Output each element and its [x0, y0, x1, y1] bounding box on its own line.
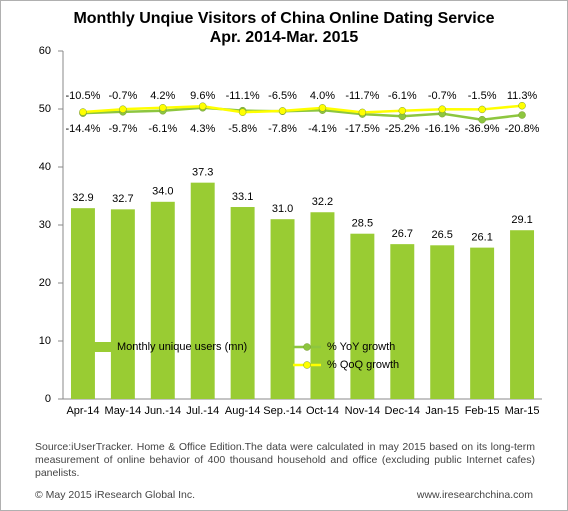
bar: [190, 182, 215, 399]
data-label: -6.1%: [148, 123, 177, 135]
data-label: -17.5%: [345, 123, 380, 135]
data-label: -5.8%: [228, 123, 257, 135]
line-marker: [478, 105, 486, 114]
line-marker: [198, 102, 207, 110]
legend-label: % YoY growth: [327, 341, 395, 353]
data-label: -11.1%: [226, 90, 260, 102]
data-label: -6.1%: [388, 90, 417, 102]
data-label: 11.3%: [507, 90, 538, 102]
x-tick-label: Oct-14: [306, 405, 339, 417]
bar: [270, 219, 295, 399]
legend-swatch: [83, 342, 111, 352]
data-label: -0.7%: [428, 90, 457, 102]
chart: Monthly Unqiue Visitors of China Online …: [39, 10, 542, 417]
line-marker: [518, 101, 526, 110]
x-tick-label: Sep.-14: [263, 405, 302, 417]
data-label: 28.5: [352, 218, 373, 230]
data-label: -16.1%: [425, 123, 460, 135]
y-tick-label: 60: [39, 45, 51, 57]
line-series: [82, 104, 523, 114]
data-label: -10.5%: [66, 90, 101, 102]
data-label: 26.1: [471, 232, 492, 244]
data-label: 32.2: [312, 196, 333, 208]
line-marker: [119, 105, 127, 113]
line-marker: [478, 115, 486, 124]
x-tick-label: Mar-15: [505, 405, 540, 417]
source-note: Source:iUserTracker. Home & Office Editi…: [35, 441, 535, 479]
data-label: 33.1: [232, 191, 253, 203]
y-tick-label: 40: [39, 161, 51, 173]
data-label: 37.3: [192, 167, 213, 179]
bar: [110, 209, 135, 399]
y-tick-label: 20: [39, 277, 51, 289]
bar: [350, 233, 375, 399]
chart-subtitle: Apr. 2014-Mar. 2015: [210, 29, 359, 46]
chart-title: Monthly Unqiue Visitors of China Online …: [73, 10, 494, 27]
bar: [390, 244, 415, 399]
bar: [470, 247, 495, 399]
x-tick-label: Jun.-14: [144, 405, 181, 417]
website: www.iresearchchina.com: [416, 489, 533, 501]
x-tick-label: Jul.-14: [186, 405, 219, 417]
data-label: -36.9%: [465, 123, 500, 135]
bar: [430, 245, 455, 399]
line-marker: [438, 105, 446, 113]
bar: [150, 201, 175, 399]
x-tick-label: Feb-15: [465, 405, 500, 417]
line-marker: [238, 108, 247, 116]
legend-label: % QoQ growth: [327, 359, 399, 371]
data-label: 4.2%: [150, 90, 175, 102]
data-label: 4.0%: [310, 90, 335, 102]
data-label: -20.8%: [505, 123, 540, 135]
line-marker: [358, 108, 367, 117]
data-label: 26.7: [392, 228, 413, 240]
x-tick-label: Jan-15: [425, 405, 459, 417]
data-label: -11.7%: [345, 90, 379, 102]
line-marker: [398, 107, 407, 115]
bar: [510, 230, 535, 399]
x-tick-label: Dec-14: [385, 405, 420, 417]
x-tick-label: Apr-14: [66, 405, 99, 417]
x-tick-label: May-14: [105, 405, 142, 417]
data-label: 31.0: [272, 203, 293, 215]
line-marker: [518, 111, 526, 119]
data-label: -6.5%: [268, 90, 297, 102]
data-label: 32.7: [112, 193, 133, 205]
data-label: 34.0: [152, 186, 173, 198]
data-label: -0.7%: [109, 90, 138, 102]
data-label: -9.7%: [109, 123, 138, 135]
data-label: -25.2%: [385, 123, 420, 135]
data-label: 26.5: [431, 229, 452, 241]
bar: [70, 208, 95, 399]
data-label: 29.1: [511, 214, 532, 226]
data-label: -4.1%: [308, 123, 337, 135]
data-label: 9.6%: [190, 90, 215, 102]
data-label: -1.5%: [468, 90, 497, 102]
line-series: [82, 106, 523, 121]
line-marker: [278, 107, 287, 115]
line-marker: [318, 104, 327, 112]
bar: [310, 212, 335, 399]
data-label: -7.8%: [268, 123, 297, 135]
legend-marker: [303, 361, 311, 369]
line-marker: [79, 108, 87, 116]
line-marker: [159, 104, 167, 112]
data-label: -14.4%: [66, 123, 101, 135]
bar: [230, 207, 255, 399]
legend-label: Monthly unique users (mn): [117, 341, 247, 353]
x-tick-label: Nov-14: [345, 405, 380, 417]
y-tick-label: 10: [39, 335, 51, 347]
y-tick-label: 30: [39, 219, 51, 231]
data-label: 4.3%: [190, 123, 215, 135]
legend-marker: [303, 343, 311, 351]
x-tick-label: Aug-14: [225, 405, 260, 417]
y-tick-label: 0: [45, 393, 51, 405]
copyright: © May 2015 iResearch Global Inc.: [35, 489, 196, 501]
y-tick-label: 50: [39, 103, 51, 115]
data-label: 32.9: [72, 192, 93, 204]
